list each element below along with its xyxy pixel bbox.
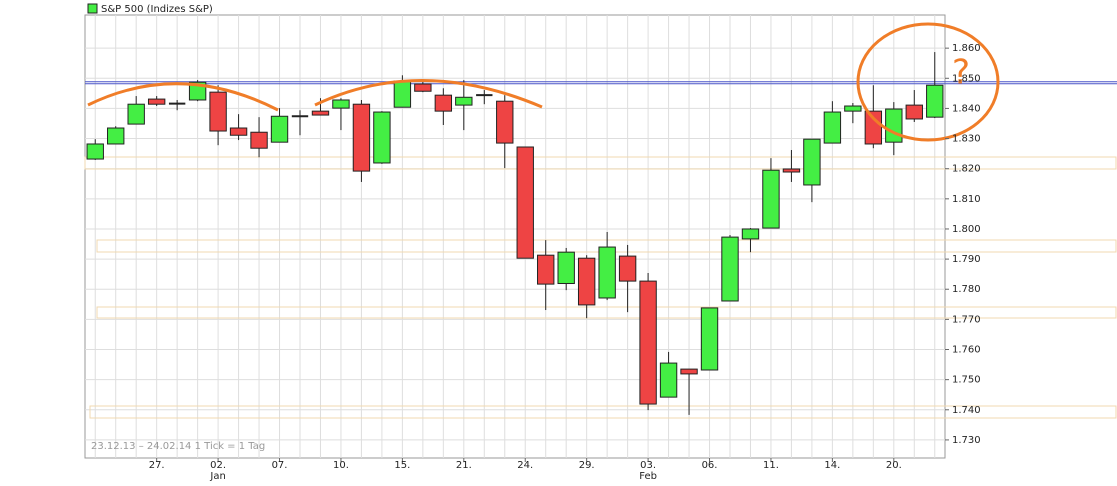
candle-body (373, 111, 391, 164)
footnote: 23.12.13 – 24.02.14 1 Tick = 1 Tag (91, 441, 265, 452)
y-tick-label: 1.790 (952, 254, 981, 265)
candle-body (147, 98, 166, 105)
zone (84, 156, 1117, 170)
candle-body (434, 94, 453, 112)
y-tick-label: 1.850 (952, 73, 981, 84)
x-tick-label: 11. (763, 460, 779, 471)
drawing (87, 22, 1000, 142)
y-tick-label: 1.820 (952, 164, 981, 175)
candle-body (107, 127, 125, 145)
y-tick-label: 1.760 (952, 345, 981, 356)
candle-body (516, 146, 534, 259)
candle-body (598, 246, 616, 299)
x-tick-label: 20. (886, 460, 902, 471)
x-tick-sublabel: Feb (639, 471, 657, 482)
x-tick-label: 10. (333, 460, 349, 471)
candle-body (270, 115, 289, 143)
candle-body (229, 127, 248, 136)
candle-body (885, 108, 903, 143)
candle-body (250, 131, 268, 149)
annotation: ? (952, 53, 970, 93)
x-tick-label: 06. (702, 460, 718, 471)
circle (856, 22, 1000, 142)
x-tick-sublabel: Jan (209, 471, 225, 482)
y-tick-label: 1.750 (952, 375, 981, 386)
y-tick-label: 1.860 (952, 43, 981, 54)
x-tick-label: 27. (149, 460, 165, 471)
y-tick-label: 1.770 (952, 314, 981, 325)
candle-body (700, 307, 719, 371)
candle-body (618, 255, 637, 282)
candle-body (762, 169, 780, 229)
legend-swatch (87, 3, 98, 14)
y-tick-label: 1.830 (952, 134, 981, 145)
candle-body (537, 254, 555, 285)
candle-body (86, 143, 104, 160)
candle-body (782, 168, 801, 173)
x-tick-label: 15. (394, 460, 410, 471)
plot-area (84, 14, 946, 459)
x-tick-label: 03. (640, 460, 656, 471)
candle-body (926, 84, 944, 118)
marks (85, 52, 1117, 415)
candle-body (721, 236, 739, 302)
x-tick-label: 24. (517, 460, 533, 471)
candle-body (803, 138, 821, 186)
x-tick-label: 07. (272, 460, 288, 471)
y-tick-label: 1.810 (952, 194, 981, 205)
candle-body (352, 103, 371, 172)
y-tick-label: 1.740 (952, 405, 981, 416)
candle-body (414, 83, 432, 92)
y-tick-label: 1.780 (952, 284, 981, 295)
candle-body (741, 228, 760, 240)
arc (87, 82, 279, 112)
x-tick-label: 29. (579, 460, 595, 471)
y-tick-label: 1.840 (952, 103, 981, 114)
candle-body (332, 99, 350, 109)
candle-body (496, 100, 514, 144)
arc (314, 79, 543, 109)
zones (84, 156, 1117, 419)
candle-body (393, 80, 412, 108)
candle-body (844, 105, 862, 112)
candle-body (455, 96, 473, 106)
candle-body (557, 251, 575, 285)
candle-body (209, 91, 227, 132)
x-tick-label: 02. (210, 460, 226, 471)
candle-body (577, 257, 596, 306)
y-tick-label: 1.730 (952, 435, 981, 446)
candle-body (823, 111, 842, 144)
candle-body (905, 104, 923, 120)
legend-label: S&P 500 (Indizes S&P) (101, 4, 213, 15)
candle-body (127, 103, 145, 125)
candle-body (639, 280, 657, 405)
candle-body (864, 110, 883, 145)
zone (89, 405, 1117, 419)
zone (96, 306, 1117, 319)
candle-body (659, 362, 678, 398)
x-tick-label: 14. (824, 460, 840, 471)
candle-body (311, 110, 330, 116)
y-tick-label: 1.800 (952, 224, 981, 235)
x-tick-label: 21. (456, 460, 472, 471)
candle-body (680, 368, 698, 375)
